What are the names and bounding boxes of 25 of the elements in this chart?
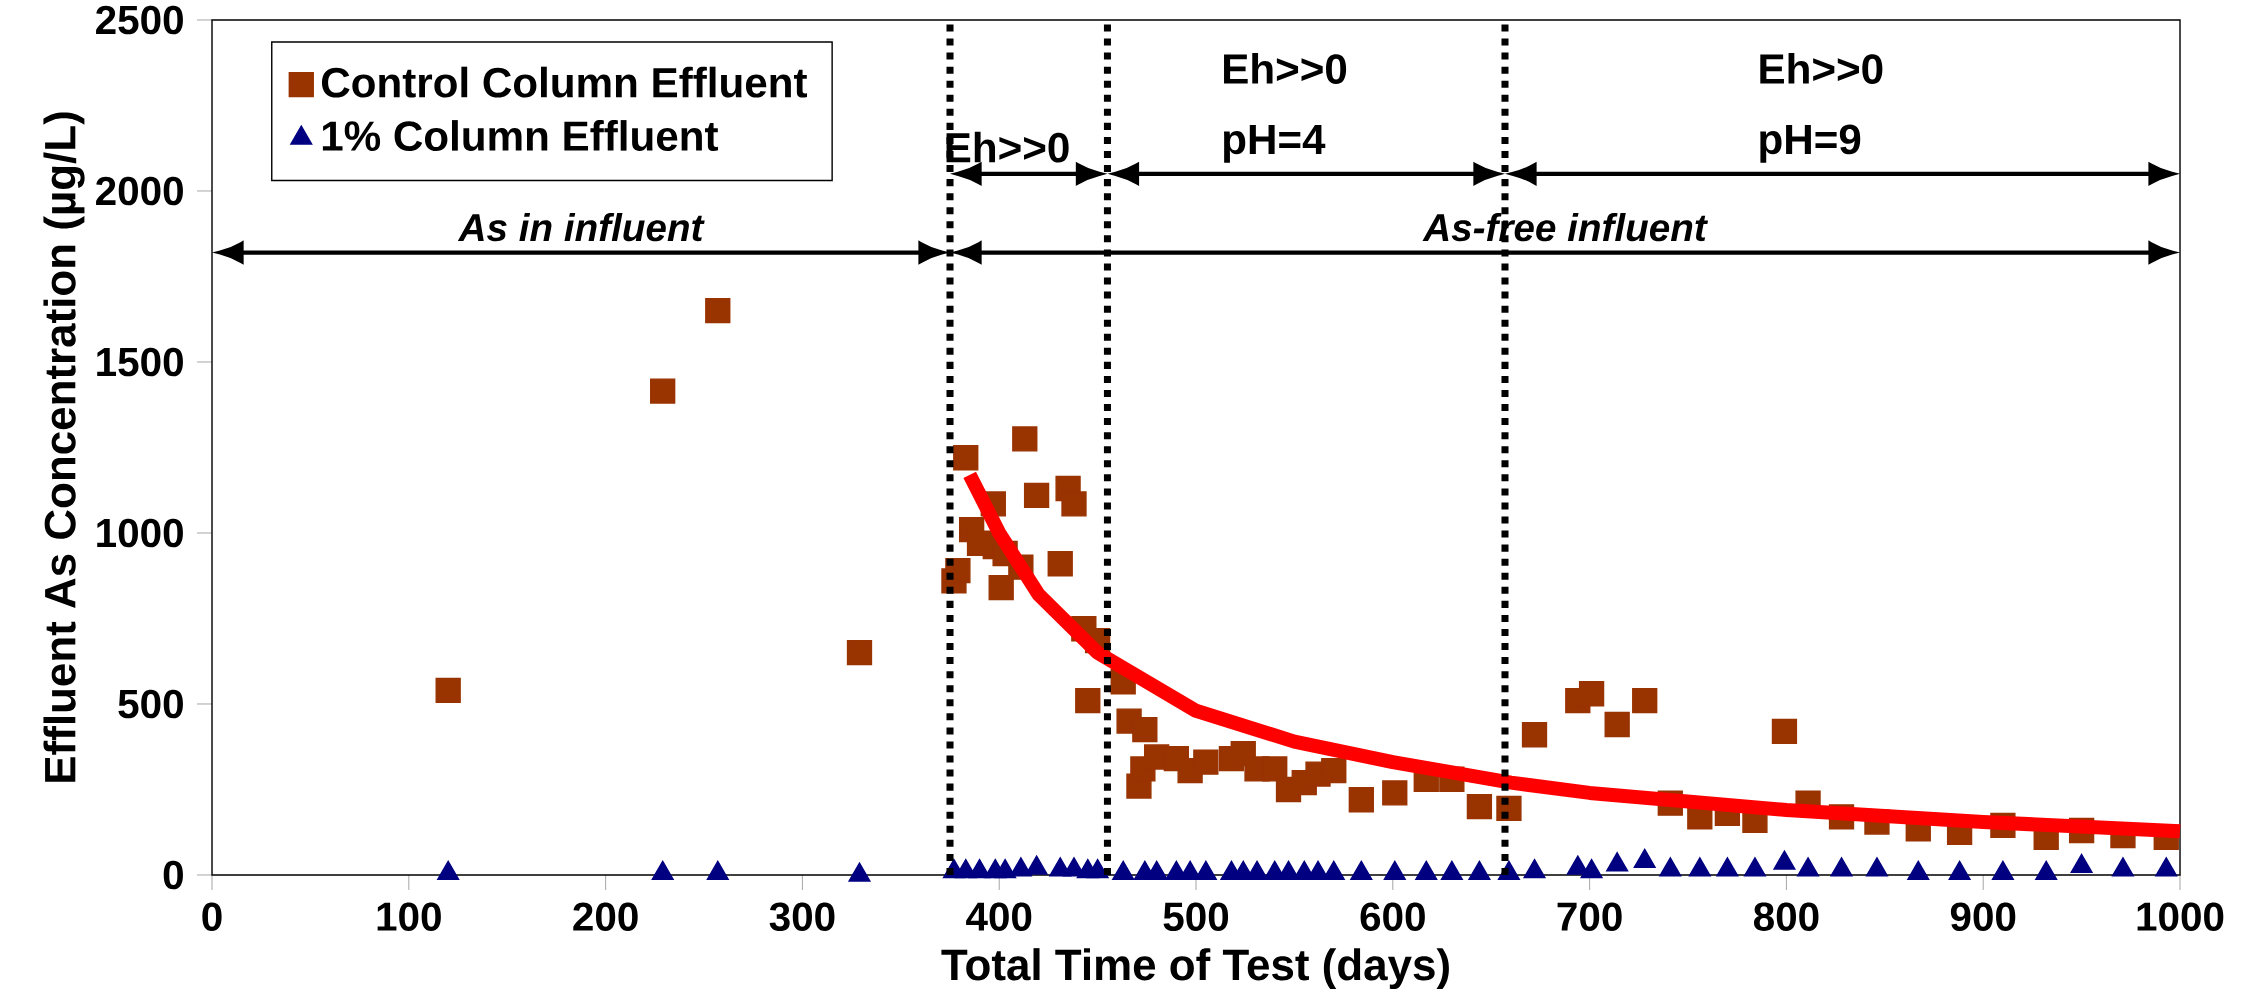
y-tick-label: 0 xyxy=(163,860,183,890)
x-tick-label: 800 xyxy=(1753,902,1819,932)
x-tick-label: 400 xyxy=(966,902,1032,932)
y-tick-label: 1000 xyxy=(97,518,183,548)
annotation: As in influent xyxy=(457,212,705,242)
x-tick-label: 500 xyxy=(1163,902,1229,932)
x-tick-label: 100 xyxy=(377,902,441,932)
x-axis-title: Total Time of Test (days) xyxy=(941,948,1449,990)
legend-label: Control Column Effluent xyxy=(321,66,807,98)
y-tick-label: 2500 xyxy=(96,5,183,35)
y-axis-title: Effluent As Concentration (µg/L) xyxy=(43,112,85,782)
y-tick-label: 1500 xyxy=(97,347,183,377)
x-tick-label: 200 xyxy=(573,902,638,932)
legend-label: 1% Column Effluent xyxy=(322,120,719,152)
annotation: Eh>>0 pH=4 xyxy=(1223,53,1347,163)
y-tick-label: 2000 xyxy=(96,176,183,206)
annotation: As-free influent xyxy=(1422,212,1709,242)
x-tick-label: 0 xyxy=(202,902,222,932)
x-tick-label: 900 xyxy=(1950,902,2016,932)
annotation: Eh>>0 pH=9 xyxy=(1760,53,1883,163)
x-tick-label: 300 xyxy=(769,902,835,932)
y-tick-label: 500 xyxy=(118,689,183,719)
x-tick-label: 1000 xyxy=(2137,902,2224,932)
x-tick-label: 600 xyxy=(1360,902,1425,932)
x-tick-label: 700 xyxy=(1557,902,1622,932)
